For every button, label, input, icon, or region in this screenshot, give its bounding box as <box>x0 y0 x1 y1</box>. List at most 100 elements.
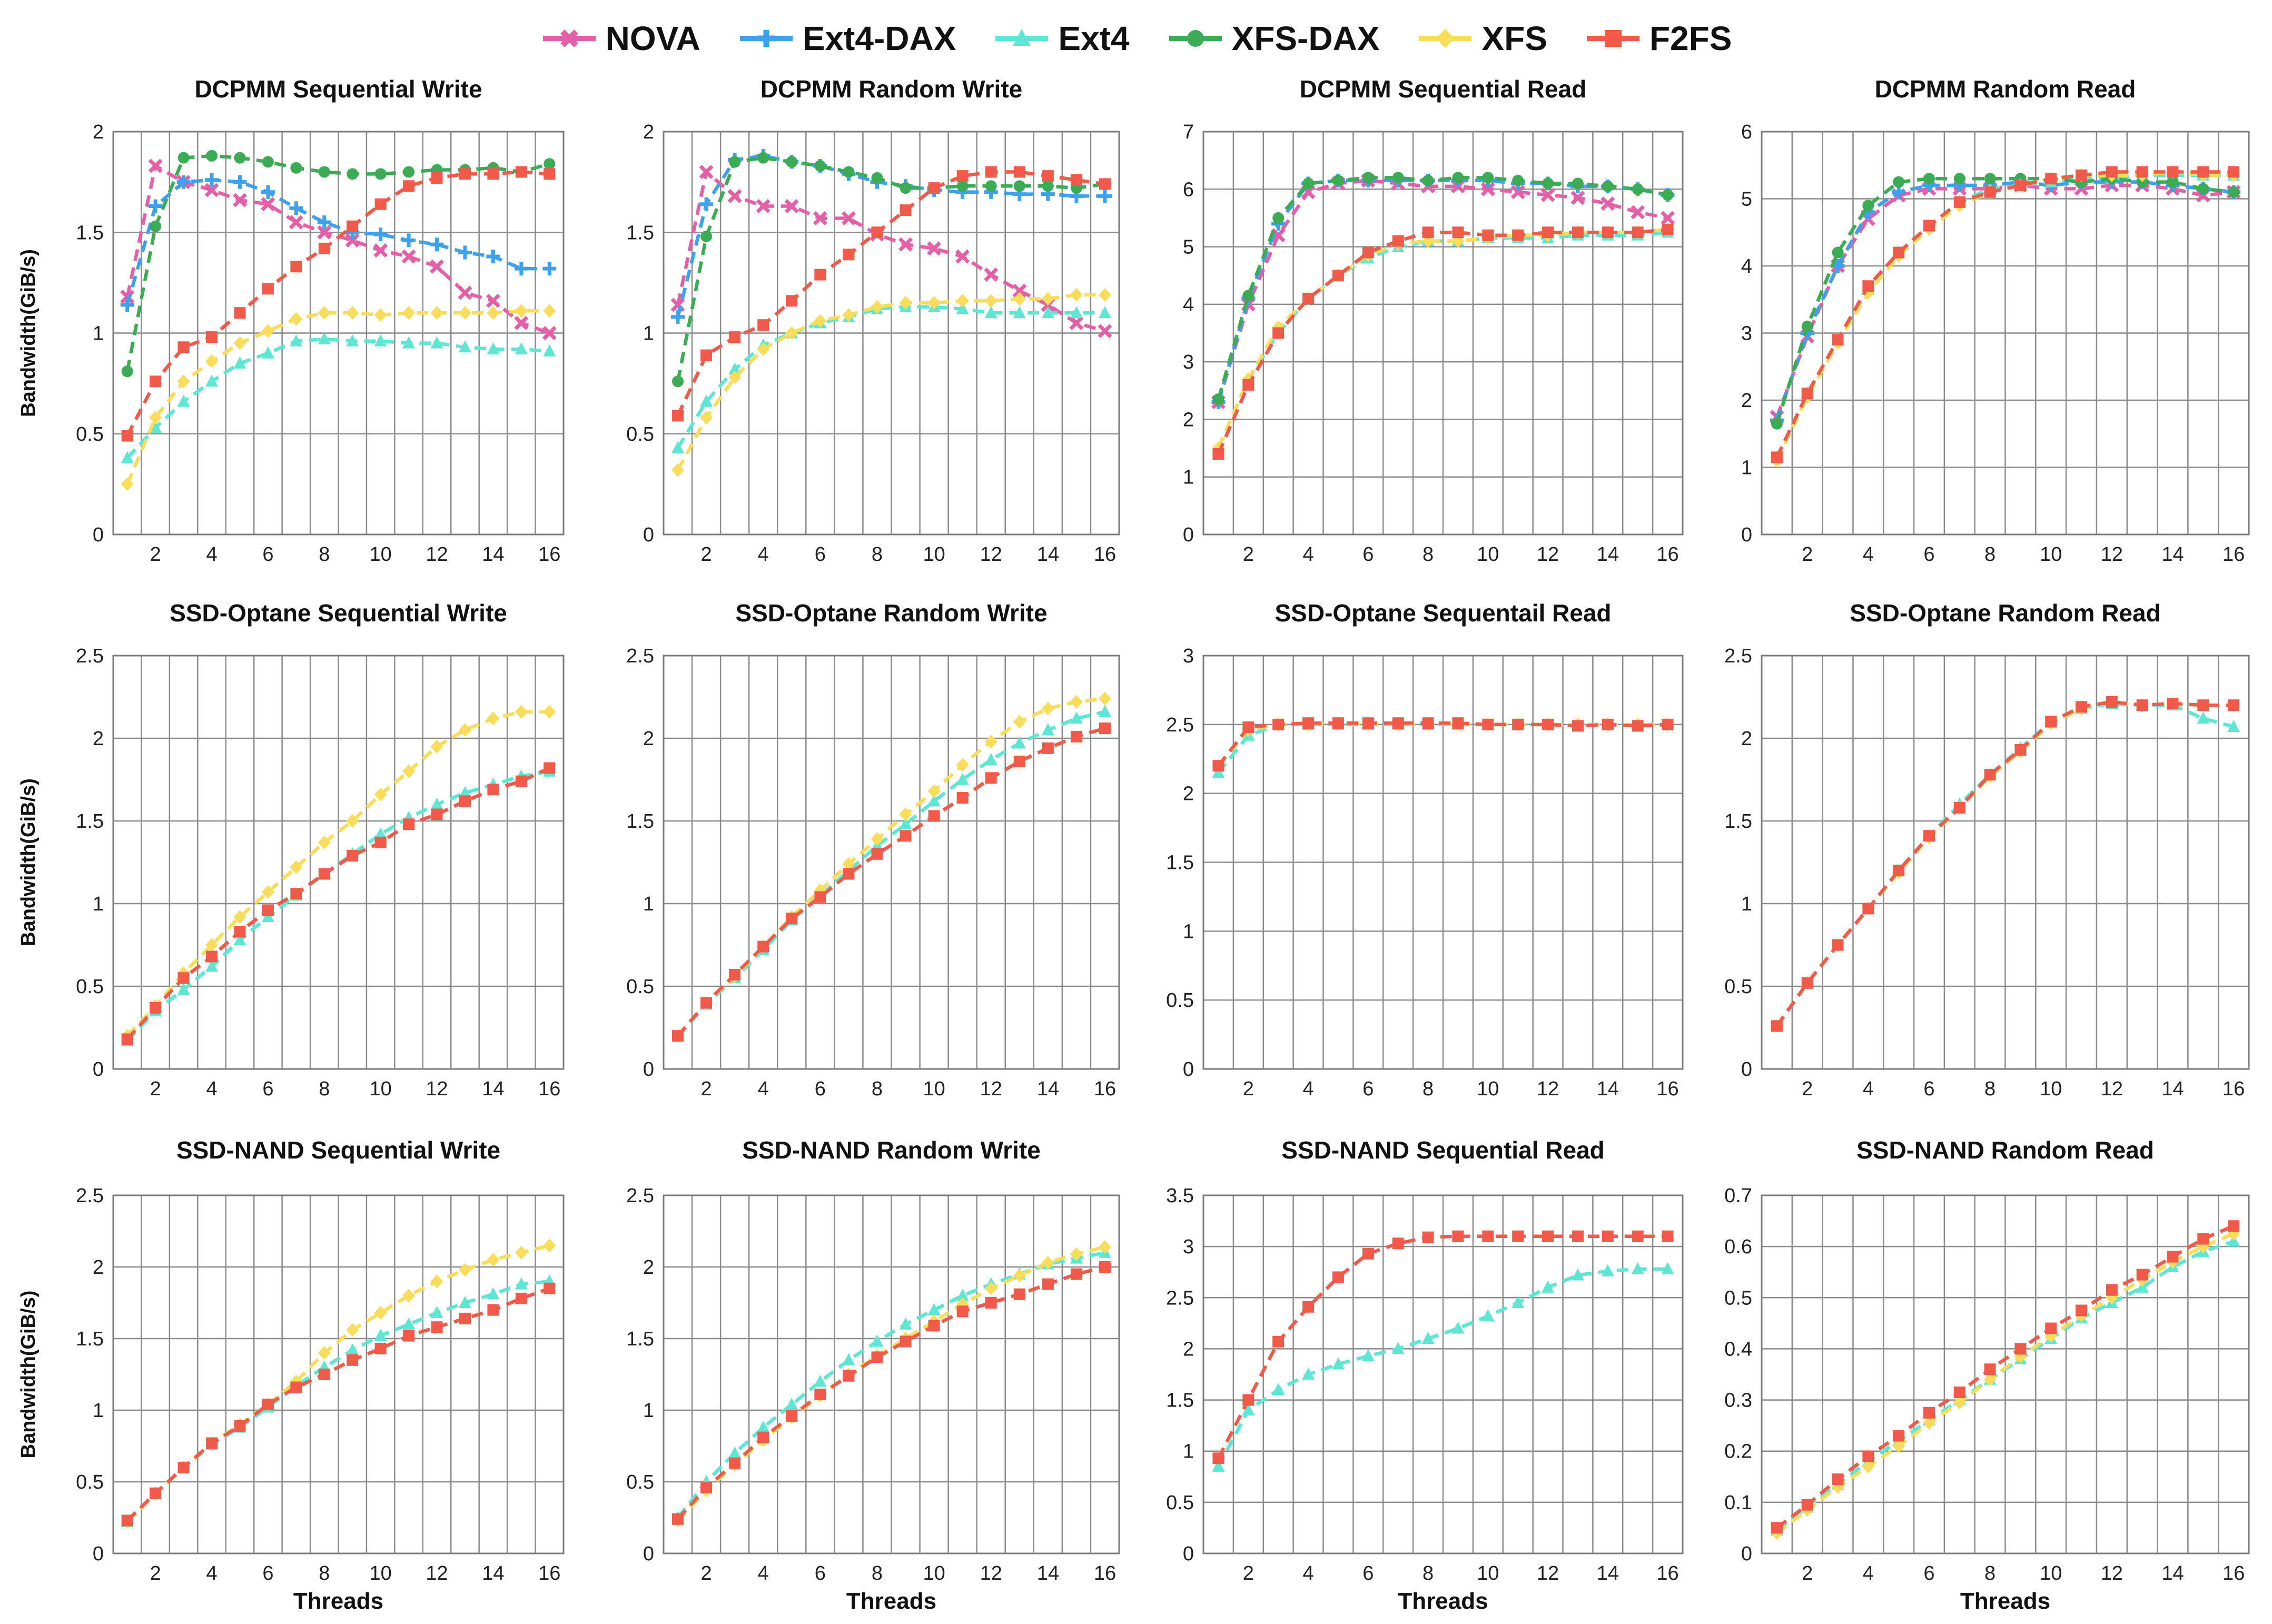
series-line <box>676 170 1105 417</box>
y-tick-label: 0 <box>1183 524 1194 546</box>
data-point <box>813 211 827 225</box>
x-tick-label: 12 <box>426 1078 448 1100</box>
series-nova <box>1211 173 1675 410</box>
data-point <box>150 375 162 388</box>
plot-frame <box>112 1194 565 1554</box>
y-tick-label: 2 <box>1741 390 1752 412</box>
data-point <box>984 268 999 282</box>
series-f2fs <box>121 762 556 1045</box>
legend-item-xfs-dax: XFS-DAX <box>1167 19 1379 58</box>
data-point <box>1984 1363 1996 1375</box>
data-point <box>318 332 331 344</box>
x-tick-label: 8 <box>872 543 883 566</box>
data-point <box>1422 226 1434 239</box>
data-point <box>956 170 969 182</box>
series-f2fs <box>1771 166 2240 463</box>
data-point <box>261 185 275 199</box>
data-point <box>814 1374 827 1387</box>
data-point <box>1512 229 1524 241</box>
data-point <box>2167 176 2179 188</box>
data-point <box>401 249 416 264</box>
x-tick-label: 6 <box>815 1562 826 1585</box>
data-point <box>1661 211 1675 225</box>
data-point <box>1332 1271 1344 1283</box>
data-point <box>150 220 162 232</box>
data-point <box>430 336 443 349</box>
data-point <box>1042 742 1054 754</box>
data-point <box>1923 830 1935 842</box>
data-point <box>1070 1268 1082 1280</box>
chart-title: SSD-Optane Sequentail Read <box>1275 599 1611 627</box>
data-point <box>430 1274 443 1289</box>
data-point <box>1893 246 1905 259</box>
data-point <box>459 1312 471 1324</box>
chart-panel: 0 0.5 1 1.5 2 2.5 3 3.5 2 4 6 8 10 12 14 16 SSD-NAND Seq… <box>1166 1136 1684 1614</box>
data-point <box>543 1239 556 1253</box>
legend-item-xfs: XFS <box>1416 19 1547 58</box>
data-point <box>1662 223 1674 235</box>
data-point <box>700 394 713 407</box>
y-tick-label: 0 <box>1741 1058 1752 1081</box>
data-point <box>121 430 133 442</box>
data-point <box>1572 1230 1584 1242</box>
y-tick-label: 1.5 <box>626 810 654 833</box>
x-tick-label: 4 <box>1302 543 1313 566</box>
data-point <box>542 262 557 276</box>
x-tick-label: 6 <box>262 1078 273 1100</box>
y-tick-label: 1.5 <box>1724 810 1752 833</box>
data-point <box>402 336 416 349</box>
data-point <box>486 293 500 308</box>
x-tick-label: 16 <box>1656 1078 1678 1100</box>
data-point <box>1893 176 1905 188</box>
data-point <box>1632 720 1644 732</box>
data-point <box>1042 170 1054 182</box>
legend-label: F2FS <box>1649 19 1732 57</box>
x-mark-icon <box>542 29 596 47</box>
data-point <box>2227 1234 2240 1247</box>
data-point <box>430 259 444 274</box>
data-point <box>1631 205 1645 220</box>
x-tick-label: 16 <box>2222 543 2245 566</box>
series-nova <box>670 165 1112 339</box>
data-point <box>233 910 246 924</box>
data-point <box>234 926 246 938</box>
data-point <box>1451 1321 1465 1334</box>
data-point <box>1892 1439 1905 1453</box>
data-point <box>374 827 387 840</box>
data-point <box>1212 1452 1224 1464</box>
data-point <box>671 441 685 453</box>
data-point <box>261 346 274 359</box>
x-axis-label: Threads <box>846 1588 936 1614</box>
data-point <box>984 1281 997 1295</box>
data-point <box>403 180 415 192</box>
series-line <box>1217 227 1668 449</box>
data-point <box>1801 320 1813 332</box>
data-point <box>2106 166 2118 178</box>
x-tick-label: 14 <box>1037 1562 1059 1585</box>
series-line <box>676 1251 1105 1519</box>
y-tick-label: 2.5 <box>626 1185 654 1207</box>
data-point <box>1862 200 1874 212</box>
x-tick-label: 2 <box>150 543 161 566</box>
data-point <box>1922 1416 1935 1430</box>
x-tick-label: 16 <box>2222 1078 2245 1100</box>
x-tick-label: 12 <box>1537 1562 1559 1585</box>
chart-panel: 0 0.5 1 1.5 2 2.5 2 4 6 8 10 12 14 16 SSD-Optane Rando… <box>1724 599 2250 1100</box>
series-line <box>1775 170 2234 458</box>
data-point <box>318 1346 331 1360</box>
series-line <box>126 1286 550 1522</box>
data-point <box>346 306 359 320</box>
data-point <box>1512 1230 1524 1242</box>
data-point <box>347 1354 359 1366</box>
data-point <box>1984 186 1996 198</box>
data-point <box>1422 717 1434 729</box>
data-point <box>487 342 500 355</box>
data-point <box>1542 226 1554 239</box>
data-point <box>1332 174 1344 186</box>
data-point <box>1070 695 1083 709</box>
y-axis-label: Bandwidth(GiB/s) <box>17 778 39 946</box>
chart-panel: 0 0.5 1 1.5 2 2.5 2 4 6 8 10 12 14 16 SSD-NAND Random … <box>626 1136 1120 1614</box>
data-point <box>1331 1357 1345 1370</box>
data-point <box>515 342 528 355</box>
data-point <box>515 166 527 178</box>
